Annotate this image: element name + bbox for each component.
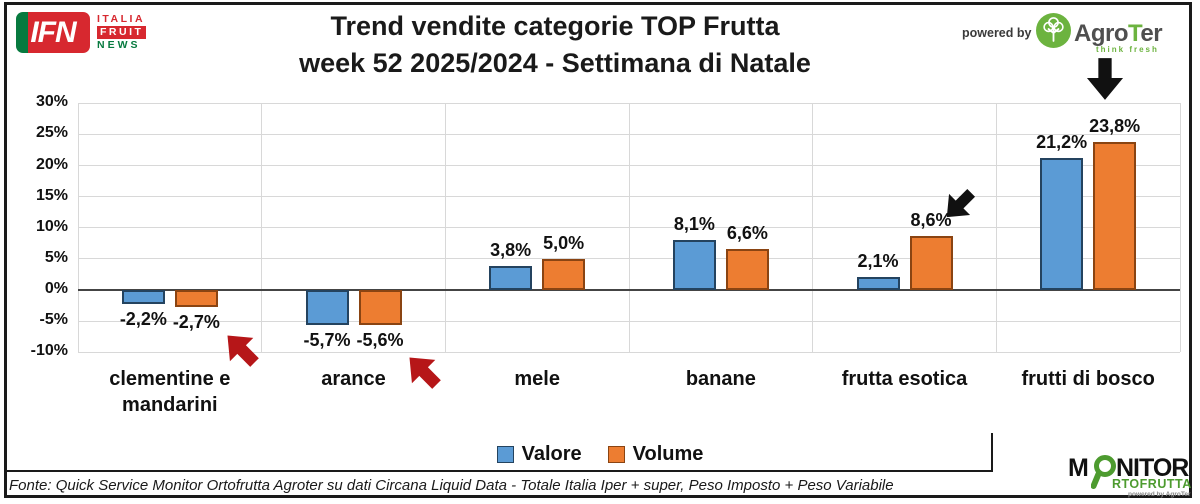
legend-label-valore: Valore	[521, 443, 582, 465]
value-label-volume-5: 23,8%	[1089, 115, 1141, 136]
legend-item-volume: Volume	[607, 443, 704, 466]
chart-title-line2: week 52 2025/2024 - Settimana di Natale	[299, 48, 811, 78]
bar-volume-0	[174, 290, 218, 307]
v-gridline	[1179, 103, 1181, 353]
y-axis-tick-label: -5%	[39, 311, 68, 329]
value-label-volume-0: -2,7%	[172, 311, 220, 332]
agroter-wordmark-t: T	[1128, 20, 1141, 47]
magnifier-icon	[1091, 455, 1116, 489]
outer-frame	[4, 2, 1192, 498]
ifn-wordmark-news: NEWS	[97, 39, 141, 51]
legend-swatch-volume	[607, 446, 625, 463]
legend-item-valore: Valore	[496, 443, 582, 466]
y-axis-tick-label: 0%	[44, 280, 68, 297]
agroter-wordmark-er: er	[1140, 20, 1163, 47]
bar-valore-4	[856, 276, 900, 290]
category-label-3: banane	[685, 368, 756, 390]
monitor-logo-powered-by: powered by AgroTer	[1128, 491, 1191, 498]
v-gridline	[995, 103, 997, 353]
value-label-valore-0: -2,2%	[119, 308, 167, 329]
agroter-wordmark-agro: Agro	[1074, 20, 1129, 47]
y-axis-tick-label: -10%	[30, 342, 68, 360]
value-label-volume-1: -5,6%	[356, 329, 404, 350]
ifn-wordmark: ITALIA FRUIT NEWS	[97, 13, 147, 52]
bar-valore-2	[489, 266, 533, 290]
chart-title: Trend vendite categorie TOP Frutta week …	[90, 8, 1020, 82]
y-axis-tick-label: 5%	[44, 248, 68, 266]
powered-by-label: powered by	[962, 26, 1032, 40]
monitor-ortofrutta-logo: M NITOR RTOFRUTTA powered by AgroTer	[1068, 454, 1196, 498]
zero-axis-line	[78, 289, 1180, 291]
value-label-volume-2: 5,0%	[543, 232, 585, 253]
bar-valore-3	[672, 239, 716, 290]
bar-volume-5	[1093, 141, 1137, 290]
value-label-valore-4: 2,1%	[857, 250, 899, 271]
legend: Valore Volume	[0, 443, 1200, 466]
y-axis-tick-label: 10%	[35, 217, 68, 235]
bar-valore-0	[121, 290, 165, 304]
monitor-logo-ortofrutta: RTOFRUTTA	[1112, 477, 1192, 491]
ifn-wordmark-fruit: FRUIT	[97, 26, 147, 39]
v-gridline	[261, 103, 263, 353]
value-label-valore-5: 21,2%	[1036, 132, 1088, 153]
value-label-volume-3: 6,6%	[726, 222, 768, 243]
source-note: Fonte: Quick Service Monitor Ortofrutta …	[9, 477, 894, 494]
category-label-4: frutta esotica	[841, 368, 968, 390]
agroter-wordmark: AgroTer	[1074, 20, 1163, 48]
value-label-valore-2: 3,8%	[490, 240, 532, 261]
bar-valore-1	[305, 290, 349, 326]
category-label-5: frutti di bosco	[1021, 368, 1155, 390]
monitor-logo-nitor: NITOR	[1116, 454, 1189, 482]
y-axis-tick-label: 25%	[35, 124, 68, 142]
bar-volume-4	[909, 236, 953, 290]
y-axis-tick-label: 30%	[35, 93, 68, 111]
h-gridline	[78, 351, 1180, 353]
value-label-valore-1: -5,7%	[303, 330, 351, 351]
ifn-logo: IFN	[16, 12, 90, 53]
bar-volume-2	[542, 258, 586, 290]
y-axis-tick-label: 20%	[35, 155, 68, 173]
footer-divider	[7, 470, 991, 472]
v-gridline	[444, 103, 446, 353]
monitor-logo-m: M	[1068, 454, 1089, 482]
agroter-tagline: think fresh	[1096, 45, 1159, 54]
ifn-wordmark-italia: ITALIA	[97, 13, 146, 25]
value-label-valore-3: 8,1%	[673, 213, 715, 234]
ifn-logo-text: IFN	[30, 16, 76, 49]
legend-label-volume: Volume	[632, 443, 704, 465]
category-label-2: mele	[514, 368, 560, 390]
agroter-tree-icon	[1036, 13, 1071, 48]
value-label-volume-4: 8,6%	[910, 210, 952, 231]
footer-divider-notch	[991, 433, 993, 472]
v-gridline	[812, 103, 814, 353]
chart-title-line1: Trend vendite categorie TOP Frutta	[330, 11, 780, 41]
bar-valore-5	[1040, 158, 1084, 290]
y-axis-tick-label: 15%	[35, 186, 68, 204]
v-gridline	[77, 103, 79, 353]
bar-volume-1	[358, 290, 402, 325]
legend-swatch-valore	[496, 446, 514, 463]
category-label-1: arance	[321, 368, 386, 390]
v-gridline	[628, 103, 630, 353]
category-label-0: clementine e mandarini	[109, 368, 231, 416]
bar-volume-3	[725, 248, 769, 290]
